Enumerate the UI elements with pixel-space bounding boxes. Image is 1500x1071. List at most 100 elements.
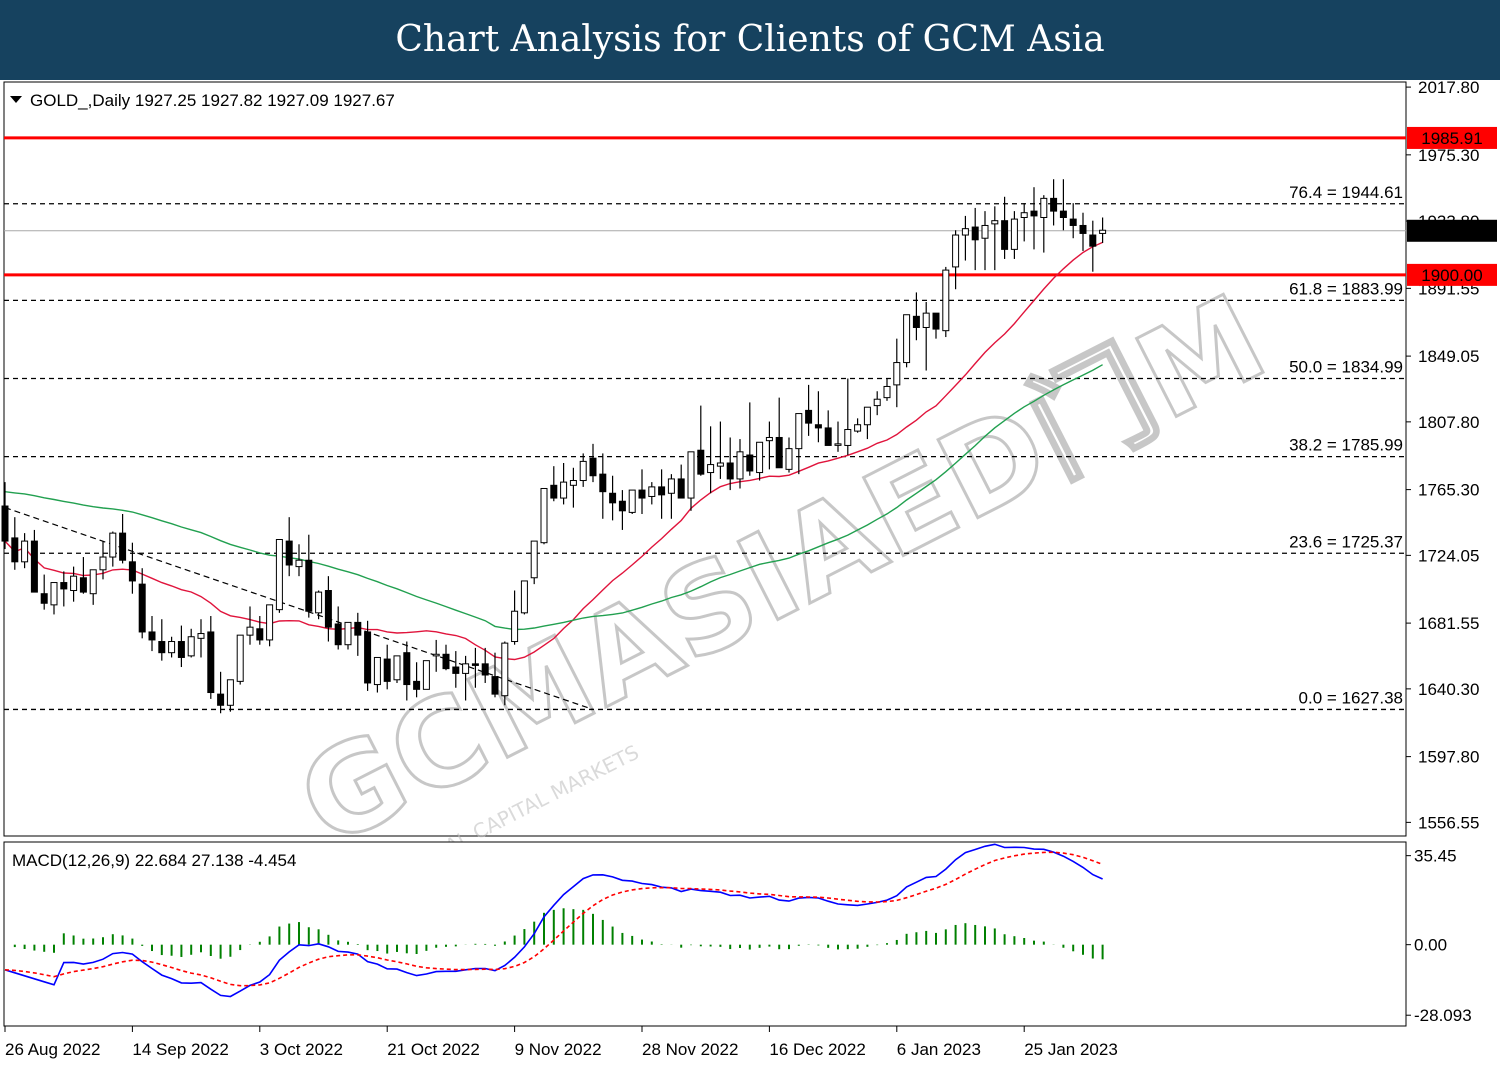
candle[interactable] xyxy=(60,571,68,607)
candle[interactable] xyxy=(981,211,989,271)
candle[interactable] xyxy=(618,490,626,530)
candle[interactable] xyxy=(736,439,744,489)
candle[interactable] xyxy=(305,534,313,618)
candle[interactable] xyxy=(413,662,421,698)
candle[interactable] xyxy=(707,426,715,494)
symbol-label[interactable]: GOLD_,Daily 1927.25 1927.82 1927.09 1927… xyxy=(30,91,395,110)
candle[interactable] xyxy=(560,462,568,505)
candle[interactable] xyxy=(746,402,754,476)
candle[interactable] xyxy=(256,616,264,645)
candle[interactable] xyxy=(275,539,283,613)
candle[interactable] xyxy=(648,482,656,505)
candle[interactable] xyxy=(501,641,509,706)
macd-signal-line[interactable] xyxy=(4,851,1103,987)
candle[interactable] xyxy=(344,621,352,650)
candle[interactable] xyxy=(226,679,234,712)
candle[interactable] xyxy=(873,391,881,416)
candle[interactable] xyxy=(1050,179,1058,226)
candle[interactable] xyxy=(79,557,87,594)
candle[interactable] xyxy=(638,469,646,514)
candle[interactable] xyxy=(354,612,362,656)
symbol-dropdown-icon[interactable] xyxy=(10,96,22,103)
candle[interactable] xyxy=(1089,220,1097,272)
candle[interactable] xyxy=(824,410,832,446)
candle[interactable] xyxy=(99,541,107,580)
candle[interactable] xyxy=(119,513,127,564)
candle[interactable] xyxy=(403,641,411,701)
candle[interactable] xyxy=(422,660,430,690)
candle[interactable] xyxy=(726,437,734,491)
candle[interactable] xyxy=(393,655,401,683)
candle[interactable] xyxy=(30,529,38,593)
candle[interactable] xyxy=(40,574,48,610)
candle[interactable] xyxy=(599,453,607,519)
macd-panel[interactable]: 35.45 0.00 -28.093 MACD(12,26,9) 22.684 27.… xyxy=(3,841,1472,1027)
candle[interactable] xyxy=(677,464,685,499)
candle[interactable] xyxy=(893,338,901,408)
candle[interactable] xyxy=(295,544,303,577)
candle[interactable] xyxy=(109,531,117,567)
candle[interactable] xyxy=(569,467,577,508)
candle[interactable] xyxy=(795,413,803,475)
candle[interactable] xyxy=(971,207,979,271)
candle[interactable] xyxy=(1020,203,1028,242)
candle[interactable] xyxy=(785,437,793,473)
candle[interactable] xyxy=(1069,203,1077,239)
candle[interactable] xyxy=(1079,212,1087,251)
candle[interactable] xyxy=(589,443,597,483)
candle[interactable] xyxy=(550,466,558,502)
ma-line[interactable] xyxy=(4,364,1103,631)
candle[interactable] xyxy=(922,301,930,371)
candle[interactable] xyxy=(285,517,293,577)
candle[interactable] xyxy=(716,421,724,479)
candle[interactable] xyxy=(756,441,764,481)
candle[interactable] xyxy=(266,604,274,647)
candle[interactable] xyxy=(187,628,195,658)
candle[interactable] xyxy=(334,606,342,650)
macd-line[interactable] xyxy=(4,843,1103,998)
candle[interactable] xyxy=(1,482,9,550)
candle[interactable] xyxy=(70,566,78,602)
candle[interactable] xyxy=(991,206,999,271)
candle[interactable] xyxy=(236,634,244,685)
candle[interactable] xyxy=(609,475,617,521)
candle[interactable] xyxy=(540,487,548,545)
candle[interactable] xyxy=(1030,187,1038,250)
candle[interactable] xyxy=(961,215,969,261)
candle[interactable] xyxy=(765,421,773,470)
candle[interactable] xyxy=(462,655,470,701)
candle[interactable] xyxy=(854,418,862,433)
candle[interactable] xyxy=(89,569,97,605)
candle[interactable] xyxy=(863,406,871,440)
candle[interactable] xyxy=(579,453,587,487)
candle[interactable] xyxy=(442,644,450,671)
candle[interactable] xyxy=(315,590,323,620)
candle[interactable] xyxy=(511,590,519,645)
candle[interactable] xyxy=(952,230,960,290)
candle[interactable] xyxy=(50,582,58,615)
candle[interactable] xyxy=(834,421,842,452)
candle[interactable] xyxy=(207,616,215,699)
ma-line[interactable] xyxy=(4,241,1103,661)
candle[interactable] xyxy=(932,312,940,339)
candle[interactable] xyxy=(883,378,891,401)
candle[interactable] xyxy=(628,489,636,514)
candle[interactable] xyxy=(11,517,19,570)
candle[interactable] xyxy=(942,266,950,338)
candle[interactable] xyxy=(530,540,538,585)
candle[interactable] xyxy=(805,384,813,436)
candle[interactable] xyxy=(775,397,783,469)
candle[interactable] xyxy=(364,620,372,691)
candle[interactable] xyxy=(471,647,479,688)
candle[interactable] xyxy=(1099,217,1107,244)
candle[interactable] xyxy=(491,652,499,698)
candle[interactable] xyxy=(697,405,705,476)
candle[interactable] xyxy=(138,568,146,639)
candle[interactable] xyxy=(667,474,675,519)
candle[interactable] xyxy=(383,644,391,690)
candle[interactable] xyxy=(1040,195,1048,253)
candle[interactable] xyxy=(217,671,225,714)
candle[interactable] xyxy=(373,656,381,693)
candle[interactable] xyxy=(158,619,166,661)
